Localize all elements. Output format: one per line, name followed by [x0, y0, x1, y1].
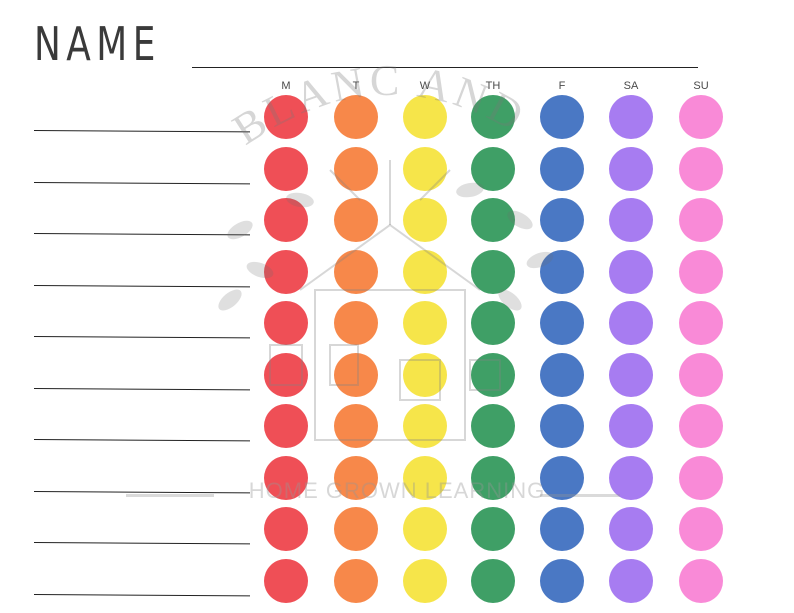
chore-write-line[interactable] [33, 387, 250, 390]
dot-f[interactable] [540, 249, 584, 294]
dot-w[interactable] [403, 507, 447, 551]
dot-su[interactable] [679, 146, 723, 191]
dot-th[interactable] [471, 507, 515, 551]
watermark-rule-left [126, 494, 214, 497]
dot-th[interactable] [471, 455, 515, 500]
name-label: NAME [34, 17, 161, 71]
chore-write-line[interactable] [33, 542, 250, 545]
dot-f[interactable] [540, 455, 584, 500]
dot-f[interactable] [540, 301, 584, 345]
dot-su[interactable] [679, 455, 723, 500]
dot-w[interactable] [403, 404, 447, 448]
dot-su[interactable] [679, 95, 723, 139]
dot-th[interactable] [471, 198, 515, 242]
dot-w[interactable] [403, 95, 447, 139]
chore-write-line[interactable] [33, 593, 250, 596]
dot-w[interactable] [403, 455, 447, 500]
dot-m[interactable] [264, 198, 308, 242]
dot-su[interactable] [679, 198, 723, 242]
dot-t[interactable] [334, 249, 378, 294]
day-label-m: M [281, 80, 291, 92]
day-label-w: W [419, 80, 431, 92]
dot-w[interactable] [403, 146, 447, 191]
dot-sa[interactable] [609, 455, 653, 500]
dot-t[interactable] [334, 95, 378, 139]
dot-m[interactable] [264, 558, 308, 603]
dot-sa[interactable] [609, 558, 653, 603]
dot-w[interactable] [403, 198, 447, 242]
chore-write-line[interactable] [33, 284, 250, 287]
dot-sa[interactable] [609, 507, 653, 551]
dot-t[interactable] [334, 558, 378, 603]
day-header-row: M T W TH F SA SU [0, 80, 794, 96]
dot-su[interactable] [679, 507, 723, 551]
dot-w[interactable] [403, 249, 447, 294]
dot-t[interactable] [334, 507, 378, 551]
dot-sa[interactable] [609, 249, 653, 294]
dot-m[interactable] [264, 249, 308, 294]
dot-f[interactable] [540, 95, 584, 139]
dot-m[interactable] [264, 146, 308, 191]
day-label-th: TH [485, 80, 501, 92]
dot-f[interactable] [540, 558, 584, 603]
dot-su[interactable] [679, 352, 723, 397]
dot-sa[interactable] [609, 404, 653, 448]
dot-m[interactable] [264, 352, 308, 397]
chore-write-line[interactable] [33, 439, 250, 442]
dot-sa[interactable] [609, 352, 653, 397]
dot-sa[interactable] [609, 198, 653, 242]
dot-th[interactable] [471, 558, 515, 603]
dot-th[interactable] [471, 146, 515, 191]
dot-sa[interactable] [609, 95, 653, 139]
dot-f[interactable] [540, 352, 584, 397]
dot-m[interactable] [264, 404, 308, 448]
dot-f[interactable] [540, 146, 584, 191]
dot-su[interactable] [679, 558, 723, 603]
dot-w[interactable] [403, 301, 447, 345]
dot-t[interactable] [334, 352, 378, 397]
dot-f[interactable] [540, 507, 584, 551]
day-label-f: F [558, 80, 566, 92]
dot-m[interactable] [264, 507, 308, 551]
name-write-line[interactable] [192, 67, 698, 68]
dot-m[interactable] [264, 301, 308, 345]
dot-th[interactable] [471, 352, 515, 397]
dot-sa[interactable] [609, 146, 653, 191]
day-label-sa: SA [623, 80, 639, 92]
dot-th[interactable] [471, 95, 515, 139]
dot-w[interactable] [403, 558, 447, 603]
day-label-su: SU [693, 80, 709, 92]
chore-write-line[interactable] [33, 233, 250, 236]
dot-sa[interactable] [609, 301, 653, 345]
dot-t[interactable] [334, 455, 378, 500]
dot-f[interactable] [540, 198, 584, 242]
chore-write-line[interactable] [33, 181, 250, 184]
day-label-t: T [352, 80, 360, 92]
chore-write-line[interactable] [33, 130, 250, 133]
dot-w[interactable] [403, 352, 447, 397]
dot-su[interactable] [679, 404, 723, 448]
chore-write-line[interactable] [33, 336, 250, 339]
dot-th[interactable] [471, 249, 515, 294]
dot-f[interactable] [540, 404, 584, 448]
chore-write-line[interactable] [33, 490, 250, 493]
dot-su[interactable] [679, 249, 723, 294]
dot-t[interactable] [334, 301, 378, 345]
dot-t[interactable] [334, 198, 378, 242]
dot-su[interactable] [679, 301, 723, 345]
dot-th[interactable] [471, 301, 515, 345]
dot-th[interactable] [471, 404, 515, 448]
dot-t[interactable] [334, 404, 378, 448]
dot-m[interactable] [264, 95, 308, 139]
dot-m[interactable] [264, 455, 308, 500]
dot-t[interactable] [334, 146, 378, 191]
